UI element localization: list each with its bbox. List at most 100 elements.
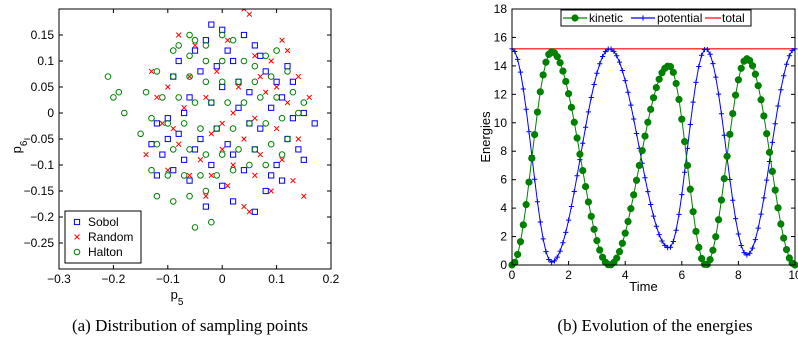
point-halton — [175, 94, 182, 101]
point-sobol — [289, 115, 297, 122]
point-halton — [175, 42, 182, 49]
point-sobol — [251, 42, 258, 49]
point-kinetic — [695, 243, 703, 251]
point-potential — [715, 91, 722, 97]
a-y-tick-label: 0 — [47, 106, 54, 120]
point-potential — [772, 121, 778, 127]
point-halton — [240, 99, 248, 106]
point-random — [284, 47, 291, 54]
a-y-tick-label: −0.1 — [30, 158, 54, 172]
point-potential — [690, 99, 696, 105]
point-kinetic — [593, 237, 601, 245]
point-random — [262, 89, 269, 95]
point-halton — [267, 73, 275, 80]
point-potential — [781, 73, 787, 79]
point-random — [186, 172, 193, 179]
a-x-tick-label: 0.2 — [323, 272, 340, 286]
point-potential — [591, 81, 597, 88]
point-halton — [153, 68, 161, 75]
point-halton — [142, 88, 150, 96]
point-potential — [735, 231, 741, 237]
point-halton — [284, 135, 291, 143]
point-potential — [645, 188, 651, 195]
point-potential — [707, 51, 713, 57]
point-sobol — [311, 120, 318, 127]
point-kinetic — [516, 238, 525, 246]
point-kinetic — [590, 225, 598, 233]
point-random — [295, 73, 302, 80]
point-sobol — [186, 94, 193, 101]
point-sobol — [202, 203, 209, 210]
point-sobol — [208, 21, 215, 28]
point-kinetic — [573, 134, 581, 142]
point-random — [165, 84, 171, 90]
point-random — [295, 136, 302, 142]
point-potential — [568, 203, 575, 210]
point-kinetic — [627, 205, 635, 213]
point-halton — [218, 31, 226, 39]
legend-label-kinetic: kinetic — [589, 11, 623, 25]
point-halton — [186, 192, 193, 200]
point-kinetic — [652, 84, 660, 92]
point-kinetic — [514, 250, 522, 259]
point-sobol — [278, 94, 286, 101]
point-potential — [653, 223, 659, 229]
series-sobol — [148, 21, 318, 215]
point-sobol — [229, 151, 237, 158]
point-halton — [148, 166, 155, 174]
legend-marker-potential — [640, 15, 646, 21]
point-kinetic — [698, 254, 706, 263]
b-x-tick-label: 6 — [678, 268, 685, 282]
point-halton — [213, 125, 221, 132]
point-halton — [180, 120, 188, 127]
point-sobol — [181, 156, 188, 163]
point-random — [170, 125, 176, 132]
point-kinetic — [635, 161, 643, 170]
point-random — [219, 146, 225, 153]
point-halton — [256, 94, 264, 101]
point-halton — [262, 120, 270, 127]
point-kinetic — [760, 112, 768, 120]
point-potential — [554, 254, 560, 260]
x-axis-label: p5 — [171, 287, 184, 308]
point-halton — [273, 47, 280, 54]
point-potential — [537, 219, 543, 225]
point-halton — [169, 198, 177, 205]
b-x-tick-label: 0 — [509, 268, 516, 282]
energies-chart: 0 2 4 6 8 10 0 2 4 6 8 10 12 14 16 18 Time Energies kin… — [478, 2, 798, 294]
point-potential — [721, 132, 727, 138]
point-random — [246, 11, 253, 17]
point-kinetic — [632, 176, 641, 184]
point-kinetic — [630, 191, 638, 199]
point-kinetic — [621, 229, 629, 237]
point-random — [143, 151, 149, 158]
point-potential — [540, 236, 546, 242]
point-halton — [300, 99, 308, 106]
point-potential — [732, 216, 739, 222]
point-potential — [704, 46, 710, 53]
point-sobol — [262, 68, 269, 75]
point-potential — [679, 192, 685, 198]
point-halton — [202, 187, 210, 195]
point-potential — [778, 87, 784, 93]
point-halton — [137, 130, 144, 138]
point-kinetic — [717, 196, 726, 204]
point-random — [257, 151, 264, 158]
point-kinetic — [765, 148, 774, 156]
point-potential — [656, 231, 662, 238]
point-sobol — [159, 151, 166, 158]
point-potential — [517, 69, 524, 75]
point-potential — [667, 244, 674, 250]
point-kinetic — [584, 198, 593, 206]
point-halton — [202, 78, 210, 86]
sampling-points-chart: −0.3 −0.2 −0.1 0 0.1 0.2 −0.25 −0.2 −0.15 −0.1 −0.… — [9, 8, 340, 308]
point-random — [224, 183, 231, 189]
a-y-tick-label: −0.25 — [24, 236, 55, 250]
point-kinetic — [596, 246, 604, 254]
point-halton — [164, 172, 172, 179]
legend-marker-sobol — [73, 218, 81, 226]
point-halton — [229, 166, 237, 174]
point-halton — [186, 146, 193, 153]
